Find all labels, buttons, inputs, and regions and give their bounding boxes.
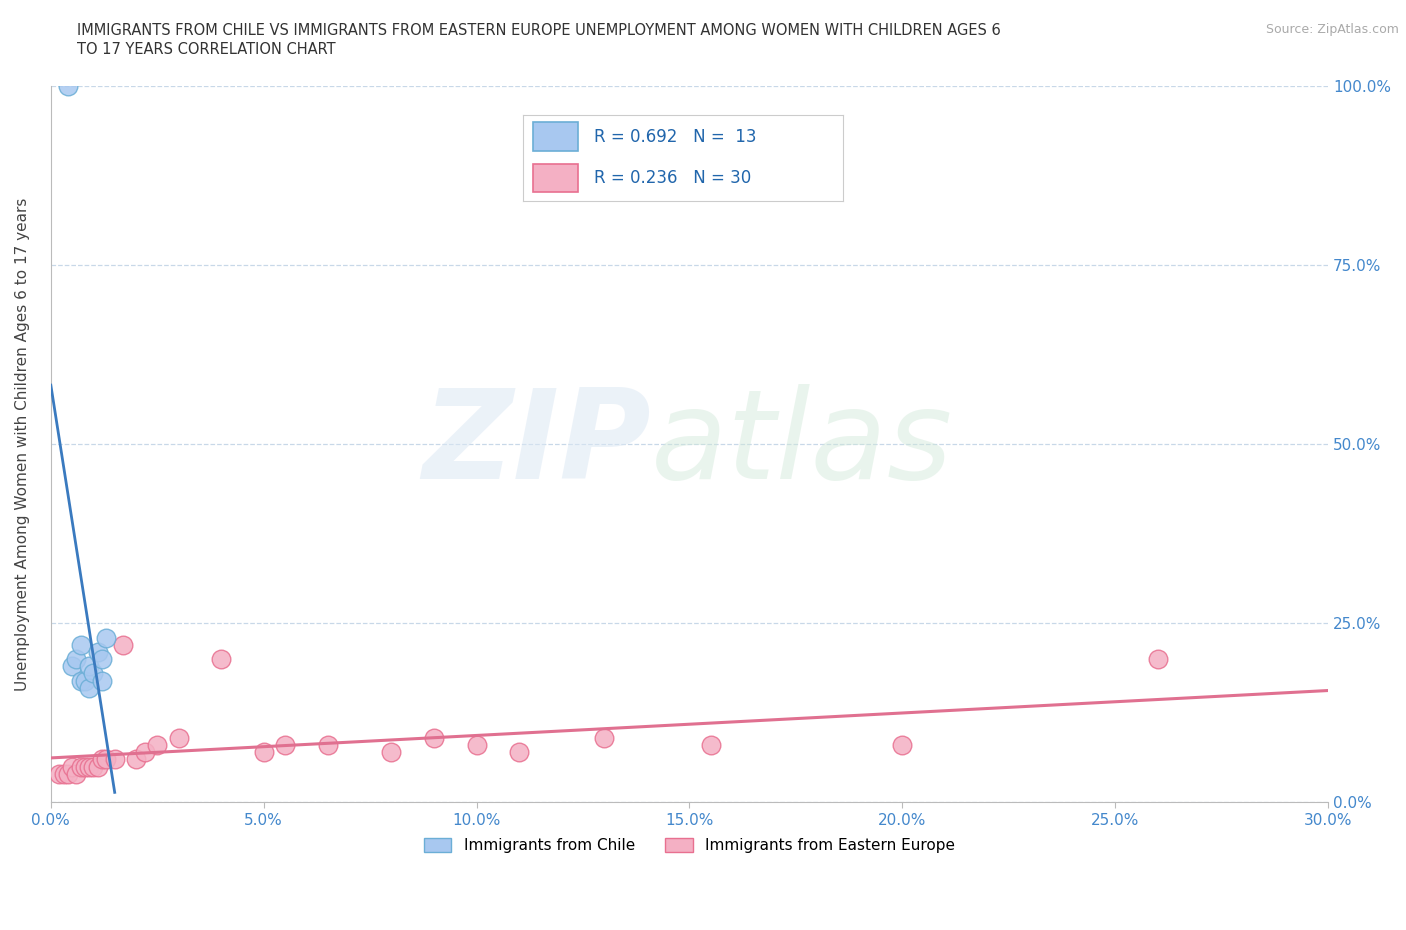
Text: ZIP: ZIP bbox=[422, 384, 651, 505]
Point bbox=[891, 737, 914, 752]
Point bbox=[77, 681, 100, 696]
Point bbox=[274, 737, 297, 752]
Point bbox=[86, 759, 108, 774]
Point bbox=[104, 752, 127, 767]
Point bbox=[73, 673, 96, 688]
Point bbox=[82, 666, 104, 681]
Point bbox=[65, 766, 87, 781]
Point bbox=[56, 766, 79, 781]
Text: Source: ZipAtlas.com: Source: ZipAtlas.com bbox=[1265, 23, 1399, 36]
Point bbox=[593, 730, 616, 745]
Point bbox=[69, 673, 91, 688]
Point bbox=[316, 737, 339, 752]
Point bbox=[508, 745, 530, 760]
Point bbox=[423, 730, 446, 745]
Y-axis label: Unemployment Among Women with Children Ages 6 to 17 years: Unemployment Among Women with Children A… bbox=[15, 197, 30, 691]
Point bbox=[73, 759, 96, 774]
Point bbox=[1146, 652, 1168, 667]
Point bbox=[90, 652, 112, 667]
Point bbox=[48, 766, 70, 781]
Text: atlas: atlas bbox=[651, 384, 953, 505]
Point bbox=[77, 658, 100, 673]
Point bbox=[209, 652, 232, 667]
Text: IMMIGRANTS FROM CHILE VS IMMIGRANTS FROM EASTERN EUROPE UNEMPLOYMENT AMONG WOMEN: IMMIGRANTS FROM CHILE VS IMMIGRANTS FROM… bbox=[77, 23, 1001, 38]
Point bbox=[65, 652, 87, 667]
Point bbox=[700, 737, 723, 752]
Point bbox=[167, 730, 190, 745]
Point bbox=[77, 759, 100, 774]
Point bbox=[69, 759, 91, 774]
Point bbox=[90, 673, 112, 688]
Text: TO 17 YEARS CORRELATION CHART: TO 17 YEARS CORRELATION CHART bbox=[77, 42, 336, 57]
Point bbox=[112, 637, 135, 652]
Point bbox=[134, 745, 156, 760]
Point bbox=[96, 631, 118, 645]
Point bbox=[86, 644, 108, 659]
Point bbox=[90, 752, 112, 767]
Point bbox=[56, 79, 79, 94]
Legend: Immigrants from Chile, Immigrants from Eastern Europe: Immigrants from Chile, Immigrants from E… bbox=[418, 831, 962, 859]
Point bbox=[146, 737, 169, 752]
Point bbox=[96, 752, 118, 767]
Point bbox=[60, 658, 83, 673]
Point bbox=[465, 737, 488, 752]
Point bbox=[69, 637, 91, 652]
Point bbox=[52, 766, 75, 781]
Point bbox=[60, 759, 83, 774]
Point bbox=[82, 759, 104, 774]
Point bbox=[380, 745, 402, 760]
Point bbox=[125, 752, 148, 767]
Point bbox=[253, 745, 276, 760]
